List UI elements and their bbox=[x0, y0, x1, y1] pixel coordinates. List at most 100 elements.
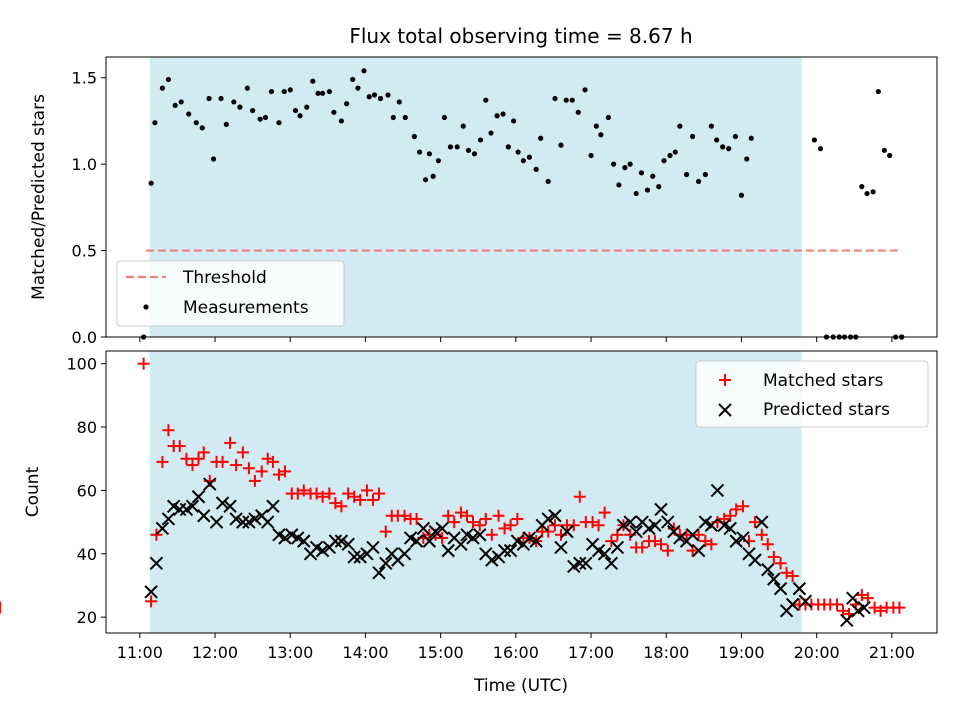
predicted-x-b bbox=[579, 556, 593, 570]
measurement-point bbox=[396, 99, 402, 105]
predicted-x-b bbox=[229, 512, 243, 526]
matched-star-point bbox=[479, 512, 492, 525]
measurement-point bbox=[430, 173, 436, 179]
measurement-point bbox=[319, 90, 326, 96]
matched-star-point bbox=[492, 509, 505, 522]
y-tick-label: 40 bbox=[77, 545, 97, 564]
measurement-point bbox=[257, 116, 263, 122]
matched-star-point bbox=[197, 446, 210, 459]
measurement-point bbox=[708, 123, 714, 129]
predicted-x-b bbox=[409, 534, 424, 548]
predicted-star-point bbox=[704, 518, 719, 532]
matched-star-point bbox=[410, 512, 423, 525]
predicted-star-point bbox=[144, 585, 158, 599]
measurement-point bbox=[287, 87, 293, 93]
predicted-star-point bbox=[185, 499, 200, 513]
predicted-x-b bbox=[385, 547, 399, 561]
predicted-x-b bbox=[291, 531, 305, 545]
predicted-x-b bbox=[435, 521, 449, 536]
predicted-x-b bbox=[710, 483, 725, 498]
legend-predicted-label: Predicted stars bbox=[763, 400, 890, 420]
measurement-point bbox=[218, 95, 224, 102]
predicted-x-b bbox=[529, 534, 543, 548]
predicted-star-point bbox=[379, 556, 393, 570]
predicted-x-b bbox=[353, 550, 367, 564]
matched-star-point bbox=[162, 424, 175, 437]
measurement-point bbox=[315, 90, 321, 96]
predicted-x-b bbox=[447, 531, 461, 545]
count-legend: Matched stars Predicted stars bbox=[695, 360, 929, 428]
measurement-point bbox=[471, 151, 478, 157]
measurement-point bbox=[644, 187, 651, 193]
matched-star-point bbox=[360, 484, 373, 497]
predicted-x-b bbox=[334, 534, 349, 548]
y-tick-label: 1.0 bbox=[72, 155, 97, 174]
predicted-x-b bbox=[272, 528, 286, 542]
predicted-x-b bbox=[161, 512, 176, 526]
x-tick-label: 13:00 bbox=[267, 643, 313, 662]
predicted-star-point bbox=[503, 543, 518, 558]
predicted-x-b bbox=[661, 515, 675, 529]
count-axes-frame bbox=[105, 350, 938, 634]
measurement-point bbox=[677, 123, 683, 129]
predicted-x-b bbox=[497, 543, 512, 558]
matched-star-point bbox=[348, 490, 361, 503]
predicted-x-b bbox=[648, 518, 662, 532]
predicted-x-b bbox=[785, 597, 800, 612]
predicted-star-point bbox=[409, 534, 424, 548]
matched-star-point bbox=[460, 509, 473, 522]
predicted-star-point bbox=[736, 531, 750, 545]
predicted-x-b bbox=[466, 531, 480, 545]
predicted-x-b bbox=[197, 509, 211, 523]
y-tick-label: 20 bbox=[77, 608, 97, 627]
predicted-star-point bbox=[623, 515, 637, 529]
measurement-point bbox=[575, 109, 581, 115]
ratio-axes-frame bbox=[105, 56, 938, 338]
predicted-x-b bbox=[341, 537, 355, 551]
matched-star-point bbox=[755, 528, 768, 541]
matched-star-point bbox=[398, 509, 411, 522]
measurement-point bbox=[231, 99, 237, 105]
predicted-star-point bbox=[661, 515, 675, 529]
count-y-ticks: 20 40 60 80 100 bbox=[66, 355, 106, 627]
matched-star-point bbox=[442, 509, 455, 522]
measurement-point bbox=[714, 137, 720, 143]
predicted-star-point bbox=[604, 556, 619, 570]
x-tick-label: 18:00 bbox=[643, 643, 689, 662]
predicted-star-point bbox=[857, 600, 871, 615]
matched-star-point bbox=[242, 462, 255, 475]
predicted-x-b bbox=[541, 512, 555, 526]
y-tick-label: 1.5 bbox=[72, 69, 97, 88]
predicted-star-point bbox=[435, 521, 449, 536]
predicted-star-point bbox=[366, 540, 380, 555]
ratio-y-ticks: 0.0 0.5 1.0 1.5 bbox=[72, 69, 106, 347]
predicted-star-point bbox=[761, 562, 775, 577]
predicted-star-point bbox=[416, 521, 431, 536]
measurement-point bbox=[881, 147, 887, 153]
matched-star-point bbox=[278, 465, 291, 478]
predicted-x-b bbox=[623, 515, 637, 529]
predicted-x-b bbox=[522, 531, 537, 545]
predicted-x-b bbox=[635, 515, 649, 529]
matched-star-point bbox=[893, 601, 906, 614]
measurement-point bbox=[588, 152, 594, 159]
predicted-x-b bbox=[691, 543, 706, 558]
matched-star-point bbox=[248, 474, 261, 487]
measurement-point bbox=[371, 92, 378, 98]
predicted-star-point bbox=[729, 534, 743, 548]
predicted-star-point bbox=[297, 534, 311, 548]
matched-star-point bbox=[156, 455, 169, 468]
matched-star-point bbox=[173, 440, 186, 453]
predicted-x-b bbox=[503, 543, 518, 558]
measurement-point bbox=[441, 114, 448, 121]
observing-window-bottom bbox=[149, 351, 802, 633]
predicted-x-b bbox=[604, 556, 619, 570]
predicted-x-b bbox=[597, 547, 612, 561]
measurement-point bbox=[447, 144, 454, 150]
matched-star-point bbox=[511, 512, 524, 525]
predicted-star-point bbox=[685, 528, 700, 542]
predicted-star-point bbox=[560, 524, 574, 539]
measurement-point bbox=[416, 149, 423, 155]
predicted-star-point bbox=[748, 553, 762, 567]
measurement-point bbox=[582, 87, 588, 93]
